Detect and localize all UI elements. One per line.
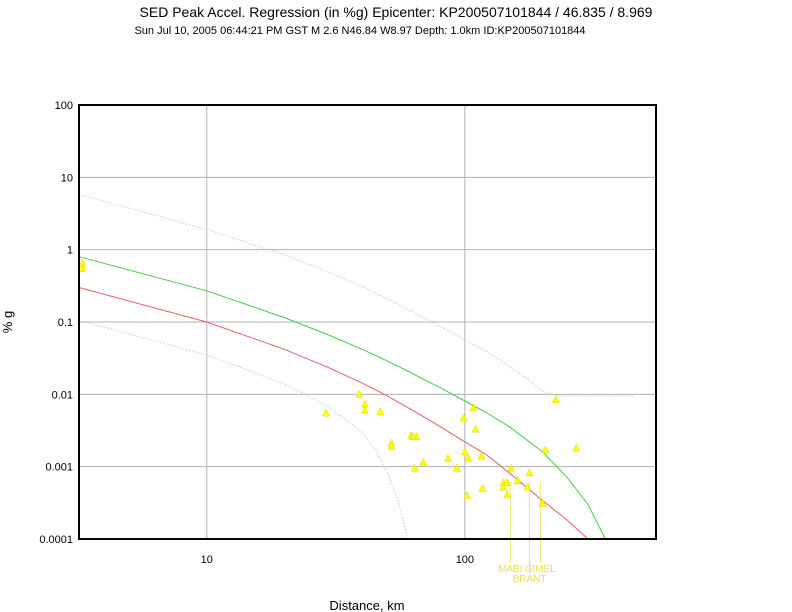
- data-point: [459, 413, 468, 422]
- data-point: [322, 408, 331, 417]
- station-label: MABI: [498, 564, 522, 575]
- data-point: [507, 463, 515, 472]
- data-point: [460, 447, 469, 456]
- grid: [79, 104, 656, 540]
- data-point: [477, 451, 486, 460]
- y-tick-label: 10: [61, 172, 73, 184]
- data-point: [361, 405, 369, 414]
- plot-frame: [78, 104, 657, 540]
- data-point: [538, 498, 547, 507]
- x-tick-label: 100: [456, 554, 474, 566]
- data-point: [572, 443, 581, 452]
- y-tick-label: 0.1: [58, 317, 73, 329]
- chart-title: SED Peak Accel. Regression (in %g) Epice…: [139, 4, 653, 20]
- data-point: [444, 453, 452, 462]
- data-point: [419, 457, 428, 466]
- data-points: [78, 258, 581, 507]
- data-point: [410, 463, 419, 472]
- data-point: [525, 468, 534, 477]
- data-point: [409, 432, 417, 440]
- data-point: [463, 490, 472, 499]
- tick-labels: 100 10 1 0.1 0.01 0.001 0.0001 10 100: [39, 100, 474, 566]
- chart-subtitle: Sun Jul 10, 2005 06:44:21 PM GST M 2.6 N…: [134, 25, 586, 37]
- x-axis-label: Distance, km: [329, 598, 404, 612]
- data-point: [355, 389, 364, 398]
- outer-upper-curve: [78, 193, 634, 397]
- data-point: [78, 263, 87, 272]
- station-leaders: [509, 482, 541, 573]
- y-tick-label: 1: [67, 245, 73, 257]
- data-point: [471, 424, 480, 433]
- station-label: GIMEL: [525, 564, 557, 575]
- data-point: [499, 482, 508, 491]
- data-point: [513, 476, 522, 484]
- data-point: [541, 445, 550, 454]
- data-point: [478, 483, 487, 492]
- data-point: [551, 395, 560, 404]
- data-point: [469, 403, 478, 412]
- regression-curves: [78, 193, 634, 540]
- y-tick-label: 0.01: [52, 389, 73, 401]
- median-curve: [78, 287, 589, 540]
- data-point: [464, 453, 473, 462]
- data-point: [452, 463, 461, 472]
- x-tick-label: 10: [201, 554, 213, 566]
- data-point: [503, 490, 512, 498]
- upper-curve: [78, 256, 606, 540]
- y-axis-label: % g: [0, 311, 15, 333]
- y-tick-label: 0.001: [45, 462, 73, 474]
- data-point: [523, 482, 532, 491]
- data-point: [376, 407, 385, 416]
- y-tick-label: 0.0001: [39, 534, 73, 546]
- outer-lower-curve: [78, 320, 409, 540]
- station-label: BRANT: [513, 574, 547, 585]
- data-point: [387, 441, 396, 450]
- y-tick-label: 100: [55, 100, 73, 112]
- data-point: [503, 478, 512, 486]
